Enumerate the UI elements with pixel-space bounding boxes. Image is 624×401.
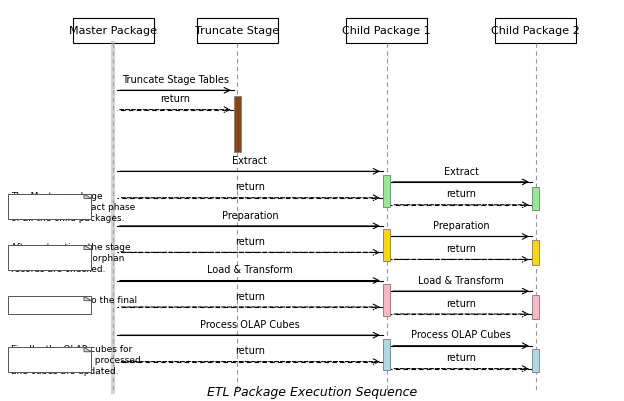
FancyBboxPatch shape [7,246,92,270]
FancyBboxPatch shape [532,241,539,265]
Text: Finally, the OLAP cubes for
each Data mart is processed
and cubes are updated.: Finally, the OLAP cubes for each Data ma… [11,344,140,375]
Text: return: return [446,352,476,363]
Text: return: return [446,189,476,199]
FancyBboxPatch shape [383,230,390,261]
Text: return: return [446,243,476,253]
Text: Child Package 1: Child Package 1 [342,26,431,36]
FancyBboxPatch shape [73,19,154,44]
Text: Preparation: Preparation [222,210,278,220]
FancyBboxPatch shape [532,349,539,372]
Text: The Master package
executes the Extract phase
of all the child packages.: The Master package executes the Extract … [11,191,135,223]
Text: After extraction, the stage
data is validated, orphan
records are checked.: After extraction, the stage data is vali… [11,243,130,273]
Polygon shape [84,195,92,199]
Text: Load & Transform: Load & Transform [207,265,293,275]
Text: Master Package: Master Package [69,26,157,36]
FancyBboxPatch shape [495,19,576,44]
FancyBboxPatch shape [383,339,390,371]
Text: ETL Package Execution Sequence: ETL Package Execution Sequence [207,385,417,398]
Polygon shape [84,297,92,301]
Text: Process OLAP Cubes: Process OLAP Cubes [411,330,511,340]
Text: return: return [235,291,265,301]
Text: Process OLAP Cubes: Process OLAP Cubes [200,319,300,329]
FancyBboxPatch shape [383,284,390,316]
Text: Extract: Extract [232,156,267,166]
Text: Data is loaded into the final
warehouse.: Data is loaded into the final warehouse. [11,296,137,316]
Text: return: return [235,182,265,192]
Text: return: return [235,345,265,355]
FancyBboxPatch shape [7,348,92,372]
Text: return: return [235,237,265,246]
Text: Load & Transform: Load & Transform [418,275,504,285]
Text: Truncate Stage Tables: Truncate Stage Tables [122,75,229,85]
Polygon shape [84,348,92,352]
FancyBboxPatch shape [197,19,278,44]
FancyBboxPatch shape [532,188,539,211]
Text: return: return [446,298,476,308]
FancyBboxPatch shape [234,96,241,152]
Text: return: return [160,94,190,104]
Polygon shape [84,246,92,250]
Text: Extract: Extract [444,166,479,176]
FancyBboxPatch shape [383,175,390,207]
FancyBboxPatch shape [7,297,92,314]
Text: Truncate Stage: Truncate Stage [195,26,280,36]
FancyBboxPatch shape [7,195,92,219]
Text: Preparation: Preparation [433,221,489,231]
FancyBboxPatch shape [346,19,427,44]
FancyBboxPatch shape [532,295,539,320]
Text: Child Package 2: Child Package 2 [491,26,580,36]
